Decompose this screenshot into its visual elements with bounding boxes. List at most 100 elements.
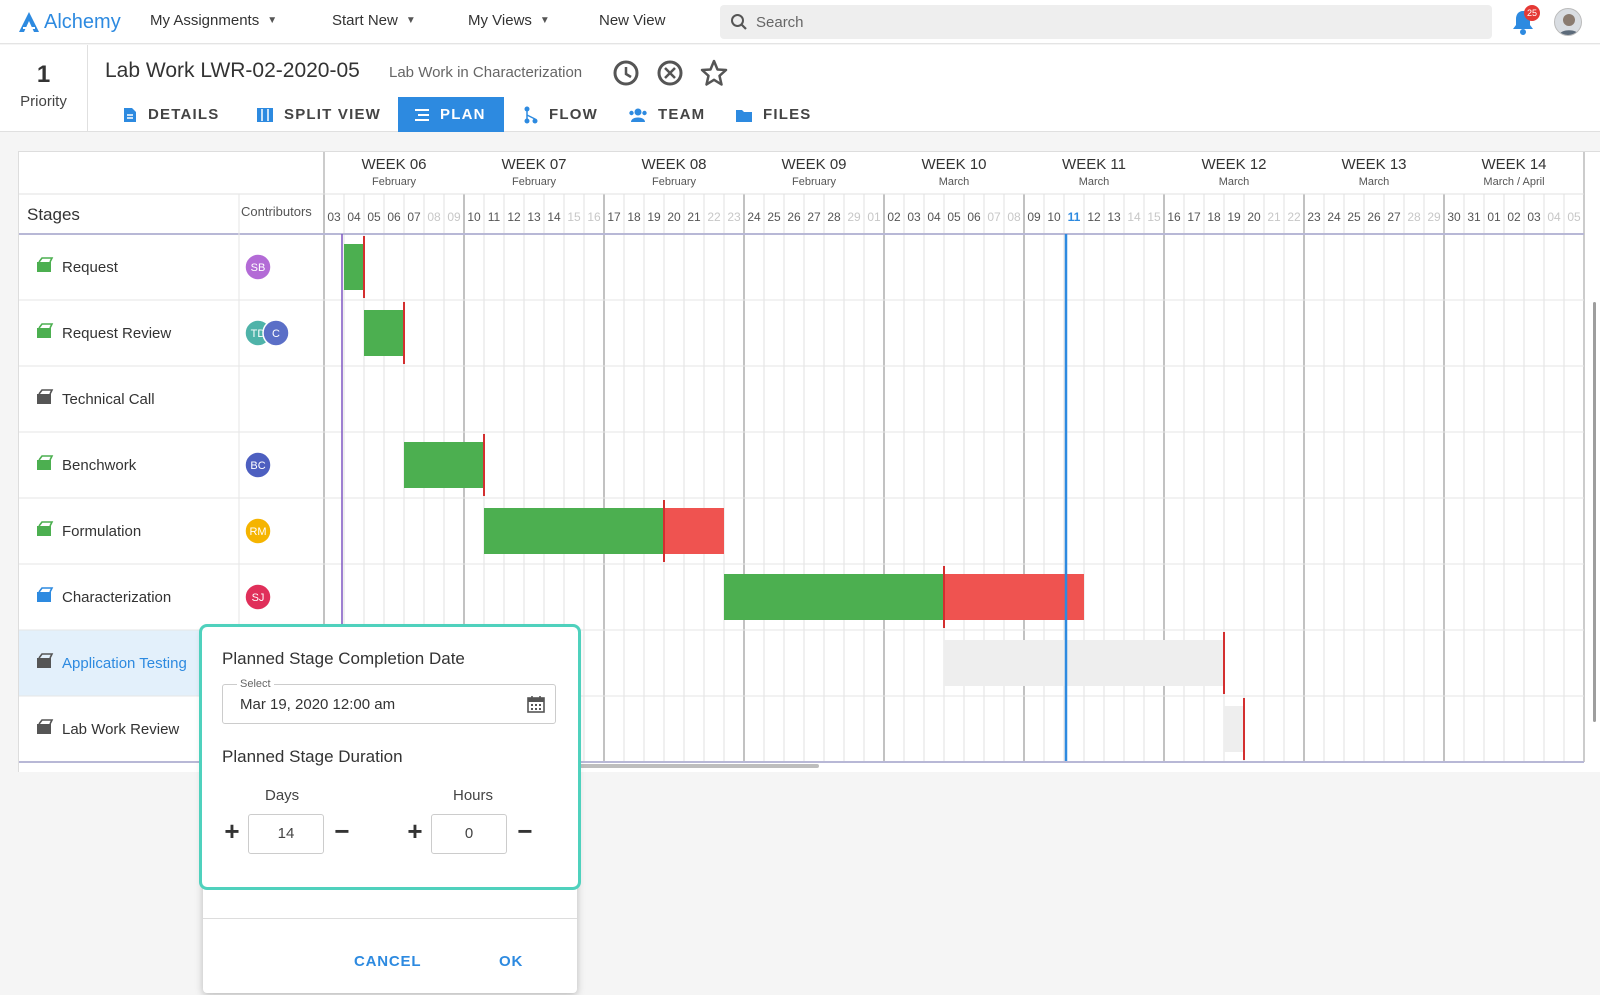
day-label: 20 [1247, 210, 1261, 224]
day-label: 25 [767, 210, 781, 224]
completion-date-field[interactable]: Select Mar 19, 2020 12:00 am [222, 678, 556, 724]
stage-name[interactable]: Lab Work Review [62, 721, 179, 738]
week-label: WEEK 06 [361, 156, 426, 173]
tab-team[interactable]: TEAM [612, 97, 721, 132]
star-icon[interactable] [700, 59, 728, 87]
chevron-down-icon: ▼ [267, 15, 278, 26]
stage-bar-on-time[interactable] [344, 244, 364, 290]
tab-split-view[interactable]: SPLIT VIEW [240, 97, 397, 132]
search-bar[interactable]: Search [720, 5, 1492, 39]
hours-increment-button[interactable]: + [407, 816, 423, 846]
chevron-down-icon: ▼ [405, 15, 416, 26]
days-increment-button[interactable]: + [224, 816, 240, 846]
day-label: 18 [1207, 210, 1221, 224]
stage-status-icon [37, 658, 51, 668]
stage-name[interactable]: Technical Call [62, 391, 155, 408]
date-field-value[interactable]: Mar 19, 2020 12:00 am [240, 696, 396, 713]
week-label: WEEK 14 [1481, 156, 1546, 173]
day-label: 24 [1327, 210, 1341, 224]
history-icon[interactable] [612, 59, 640, 87]
cancel-timer-icon[interactable] [656, 59, 684, 87]
tab-files[interactable]: FILES [719, 97, 828, 132]
day-label: 09 [447, 210, 461, 224]
nav-new-view[interactable]: New View [599, 12, 665, 29]
nav-my-assignments[interactable]: My Assignments ▼ [150, 12, 277, 29]
day-label: 15 [567, 210, 581, 224]
contributor-avatar[interactable] [244, 253, 272, 281]
stage-bar-planned[interactable] [1224, 706, 1244, 752]
plan-icon [415, 108, 429, 121]
contributor-initials: RM [249, 526, 266, 538]
search-icon [731, 14, 747, 30]
stage-bar-on-time[interactable] [724, 574, 944, 620]
stage-name[interactable]: Request [62, 259, 119, 276]
stage-status-icon [38, 257, 54, 263]
contributor-initials: TD [251, 328, 266, 340]
days-decrement-button[interactable]: − [334, 816, 350, 846]
search-input[interactable]: Search [756, 13, 804, 31]
day-label: 28 [827, 210, 841, 224]
details-icon [124, 107, 136, 122]
stage-status-icon [37, 460, 51, 470]
day-label: 19 [1227, 210, 1241, 224]
stage-name[interactable]: Formulation [62, 523, 141, 540]
notifications-button[interactable]: 25 [1510, 5, 1540, 36]
day-label: 18 [627, 210, 641, 224]
week-label: WEEK 13 [1341, 156, 1406, 173]
calendar-icon[interactable] [527, 695, 545, 713]
stage-name[interactable]: Benchwork [62, 457, 137, 474]
contributor-avatar[interactable] [244, 517, 272, 545]
stage-status-icon [38, 521, 54, 527]
stage-name[interactable]: Request Review [62, 325, 171, 342]
day-label: 27 [807, 210, 821, 224]
vertical-scrollbar[interactable] [1593, 302, 1596, 722]
hours-input[interactable]: 0 [431, 814, 507, 854]
duration-heading: Planned Stage Duration [222, 747, 403, 766]
contributor-initials: SB [251, 262, 266, 274]
tab-flow[interactable]: FLOW [507, 97, 614, 132]
day-label: 15 [1147, 210, 1161, 224]
days-label: Days [265, 787, 300, 804]
page-title: Lab Work LWR-02-2020-05 [105, 59, 360, 82]
stage-name[interactable]: Application Testing [62, 655, 187, 672]
week-month-label: February [512, 176, 557, 188]
contributor-avatar[interactable] [244, 583, 272, 611]
contributor-avatar[interactable] [262, 319, 290, 347]
hours-decrement-button[interactable]: − [517, 816, 533, 846]
cancel-button[interactable]: CANCEL [354, 953, 422, 970]
day-label: 17 [607, 210, 621, 224]
week-month-label: March [1359, 176, 1390, 188]
tab-details[interactable]: DETAILS [106, 97, 235, 132]
contributors-header: Contributors [241, 204, 312, 219]
stage-bar-on-time[interactable] [364, 310, 404, 356]
day-label: 26 [1367, 210, 1381, 224]
stages-header: Stages [27, 205, 80, 224]
day-label: 13 [527, 210, 541, 224]
days-input[interactable]: 14 [248, 814, 324, 854]
nav-label: Start New [332, 12, 398, 29]
tab-plan[interactable]: PLAN [398, 97, 504, 132]
contributor-initials: BC [250, 460, 265, 472]
page-subtitle: Lab Work in Characterization [389, 64, 583, 81]
stage-bar-on-time[interactable] [484, 508, 664, 554]
tab-label: FLOW [549, 106, 598, 123]
stage-name[interactable]: Characterization [62, 589, 171, 606]
priority-label: Priority [20, 93, 67, 110]
app-logo[interactable]: Alchemy [18, 8, 121, 36]
day-label: 28 [1407, 210, 1421, 224]
stage-status-icon [37, 262, 51, 272]
nav-start-new[interactable]: Start New ▼ [332, 12, 416, 29]
stage-bar-on-time[interactable] [404, 442, 484, 488]
stage-status-icon [38, 587, 54, 593]
stage-bar-overdue[interactable] [944, 574, 1084, 620]
stage-status-icon [37, 328, 51, 338]
ok-button[interactable]: OK [499, 953, 524, 970]
stage-bar-planned[interactable] [944, 640, 1224, 686]
day-label: 01 [867, 210, 881, 224]
stage-bar-overdue[interactable] [664, 508, 724, 554]
day-label: 20 [667, 210, 681, 224]
user-avatar[interactable] [1554, 8, 1582, 36]
contributor-avatar[interactable] [244, 451, 272, 479]
priority-box[interactable]: 1 Priority [0, 45, 88, 132]
nav-my-views[interactable]: My Views ▼ [468, 12, 550, 29]
